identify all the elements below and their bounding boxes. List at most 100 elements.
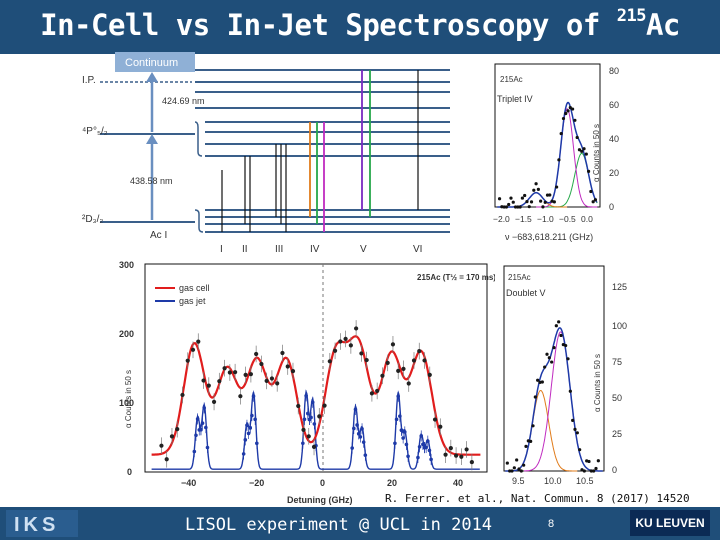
group-label-1: I xyxy=(220,244,223,255)
triplet-point xyxy=(564,111,568,116)
triplet-ytick-0: 0 xyxy=(609,202,614,212)
gas-cell-point xyxy=(254,351,259,357)
doublet-point xyxy=(512,466,516,470)
doublet-point xyxy=(580,468,584,472)
triplet-point xyxy=(527,205,531,209)
citation: R. Ferrer. et al., Nat. Commun. 8 (2017)… xyxy=(385,492,690,505)
gas-jet-point xyxy=(200,421,205,425)
triplet-ytick-80: 80 xyxy=(609,66,619,76)
gas-jet-point xyxy=(417,444,422,449)
triplet-point xyxy=(543,200,547,204)
gas-cell-point xyxy=(459,454,464,459)
doublet-point xyxy=(589,469,593,473)
triplet-point xyxy=(520,196,524,200)
main-xtick-neg20: −20 xyxy=(249,478,264,488)
gas-cell-point xyxy=(217,379,222,384)
doublet-point xyxy=(568,389,572,393)
p-state-label: ⁴P°₅/₂ xyxy=(82,126,108,137)
iks-logo: IKS xyxy=(6,510,78,537)
triplet-xtick-5: 0.0 xyxy=(581,214,593,224)
doublet-point xyxy=(545,352,549,356)
lower-bracket xyxy=(194,209,204,233)
group-label-2: II xyxy=(242,244,248,255)
gas-jet-point xyxy=(361,440,366,444)
triplet-plot-frame xyxy=(494,63,601,208)
footer-bar xyxy=(0,507,720,540)
group-label-5: V xyxy=(360,244,367,255)
doublet-point xyxy=(596,459,600,463)
triplet-xtick-2: −1.5 xyxy=(515,214,532,224)
gas-cell-point xyxy=(301,427,306,432)
main-ytick-200: 200 xyxy=(119,329,134,339)
species-label: Ac I xyxy=(150,230,167,241)
continuum-label: Continuum xyxy=(125,57,178,69)
gas-cell-point xyxy=(290,369,296,374)
gas-cell-point xyxy=(322,403,327,408)
doublet-point xyxy=(559,333,563,338)
doublet-point xyxy=(552,346,556,350)
triplet-point xyxy=(586,169,591,174)
main-ytick-0: 0 xyxy=(127,467,132,477)
gas-jet-point xyxy=(350,446,354,450)
triplet-point xyxy=(548,193,552,197)
triplet-point xyxy=(580,149,584,153)
doublet-point xyxy=(566,357,570,361)
transition-arrows-black xyxy=(221,70,419,232)
gas-jet-point xyxy=(363,453,368,457)
gas-cell-point xyxy=(196,339,201,344)
title-superscript: 215 xyxy=(616,6,647,26)
group-label-6: VI xyxy=(413,244,422,255)
gas-jet-point xyxy=(250,413,254,418)
gas-jet-point xyxy=(253,417,257,422)
triplet-point xyxy=(582,147,586,151)
doublet-ytick-75: 75 xyxy=(612,357,622,367)
gas-jet-point xyxy=(205,445,210,450)
gas-jet-point xyxy=(304,394,308,398)
triplet-point xyxy=(509,196,513,200)
triplet-point xyxy=(516,205,520,209)
gas-jet-point xyxy=(401,436,405,440)
gas-cell-point xyxy=(185,358,190,363)
gas-jet-point xyxy=(358,435,363,439)
doublet-label: Doublet V xyxy=(506,288,546,298)
gas-jet-point xyxy=(245,423,249,428)
gas-cell-point xyxy=(385,360,390,365)
gas-cell-point xyxy=(453,453,459,458)
gas-cell-point xyxy=(306,434,311,439)
triplet-point xyxy=(589,189,593,194)
gas-cell-point xyxy=(259,361,264,367)
doublet-point xyxy=(547,356,551,360)
gas-jet-point xyxy=(310,400,315,405)
triplet-point xyxy=(539,199,543,203)
gas-cell-point xyxy=(317,414,322,419)
gas-cell-point xyxy=(401,366,406,371)
gas-cell-point xyxy=(248,372,253,377)
triplet-point xyxy=(511,200,515,204)
doublet-point xyxy=(540,380,544,384)
gas-cell-point xyxy=(343,336,348,342)
doublet-point xyxy=(594,466,598,471)
gas-jet-point xyxy=(399,428,404,432)
gas-jet-point xyxy=(406,454,410,459)
gas-jet-point xyxy=(302,417,307,422)
triplet-point xyxy=(507,202,511,207)
legend-gas-cell: gas cell xyxy=(179,283,210,293)
gas-jet-point xyxy=(393,441,397,446)
ip-label: I.P. xyxy=(82,75,96,86)
gas-cell-point xyxy=(438,424,443,429)
triplet-point xyxy=(523,193,527,198)
doublet-point xyxy=(592,469,596,473)
doublet-point xyxy=(578,448,582,452)
main-spectrum-plot: gas cell gas jet 215Ac (T½ = 170 ms) 300… xyxy=(119,260,495,505)
gas-jet-point xyxy=(202,406,206,410)
main-xlabel: Detuning (GHz) xyxy=(287,495,353,505)
doublet-point xyxy=(510,469,514,473)
doublet-point xyxy=(515,458,519,462)
gas-cell-point xyxy=(243,372,248,377)
gas-jet-point xyxy=(194,433,198,438)
doublet-point xyxy=(524,444,528,449)
gas-cell-point xyxy=(443,452,448,457)
doublet-ytick-100: 100 xyxy=(612,321,627,331)
main-ytick-300: 300 xyxy=(119,260,134,270)
gas-cell-point xyxy=(380,373,385,378)
